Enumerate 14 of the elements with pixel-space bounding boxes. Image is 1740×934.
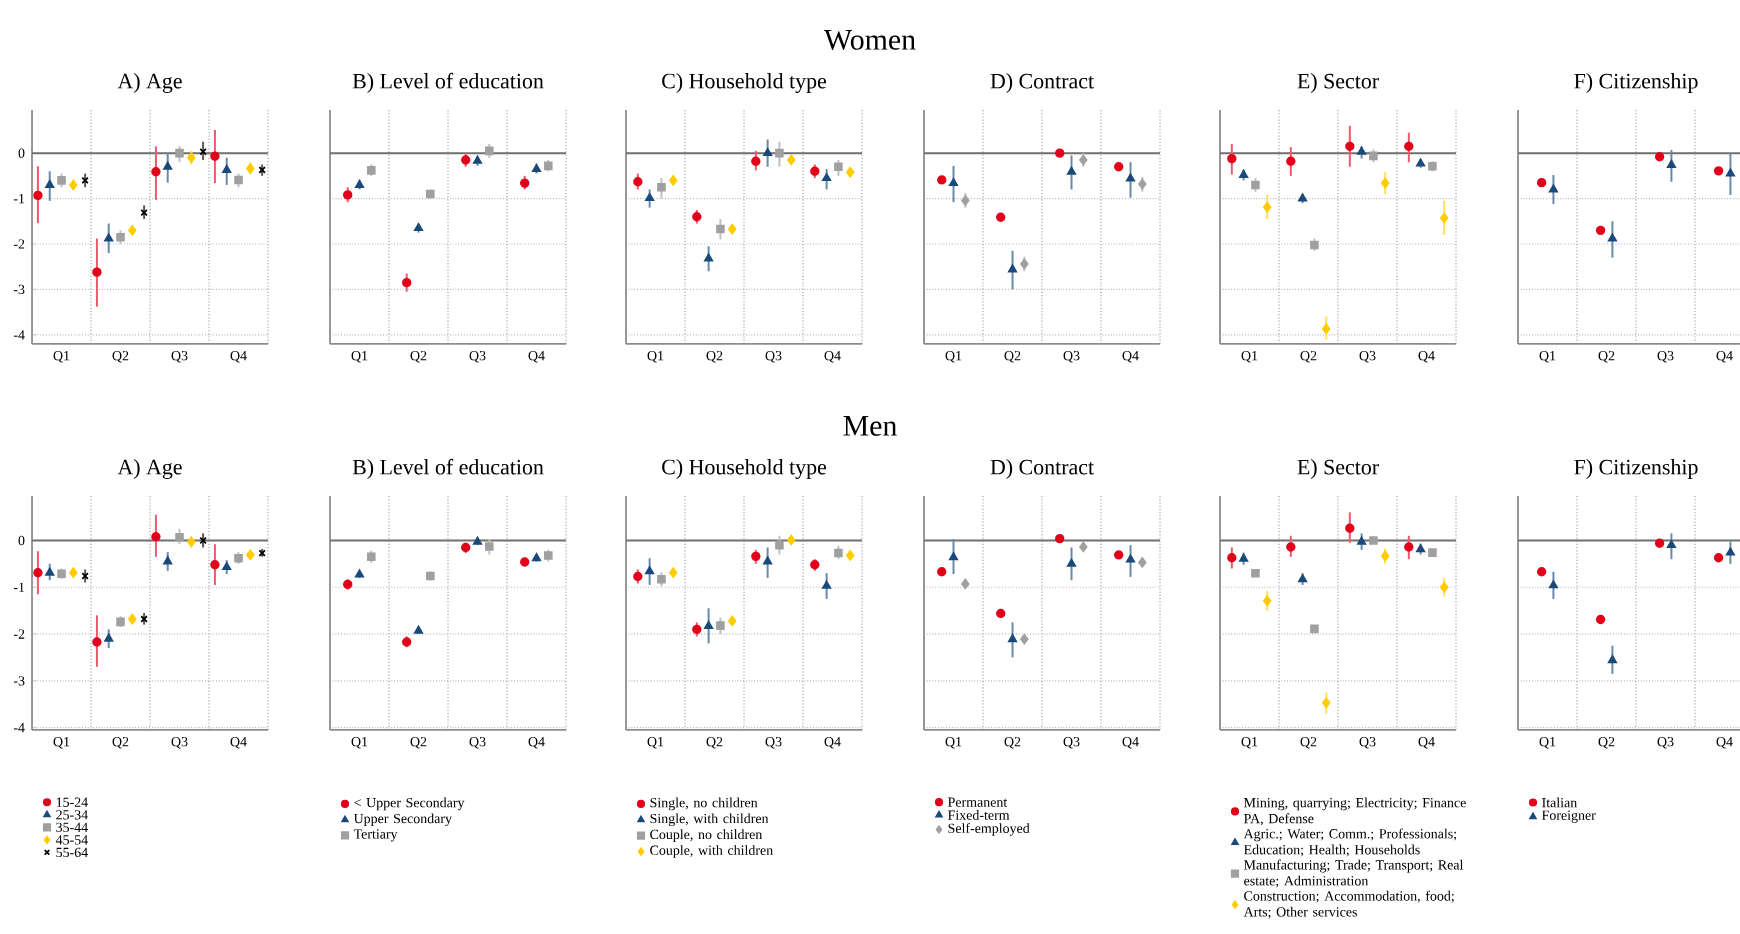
chart-title: F) Citizenship [1574, 459, 1698, 479]
chart-title: C) Household type [662, 73, 827, 93]
chart-title: D) Contract [990, 459, 1094, 479]
chart-title: C) Household type [662, 459, 827, 479]
chart-title: E) Sector [1297, 459, 1379, 479]
chart-title: B) Level of education [352, 72, 544, 93]
chart-subtitle: Women [823, 29, 916, 50]
chart-title: D) Contract [990, 73, 1094, 93]
chart-title: A) Age [117, 73, 182, 93]
chart-title: A) Age [117, 459, 182, 479]
chart-title: E) Sector [1297, 73, 1379, 93]
chart-title: F) Citizenship [1574, 73, 1698, 93]
chart-subtitle: Men [843, 416, 897, 436]
chart-title: B) Level of education [352, 458, 544, 479]
